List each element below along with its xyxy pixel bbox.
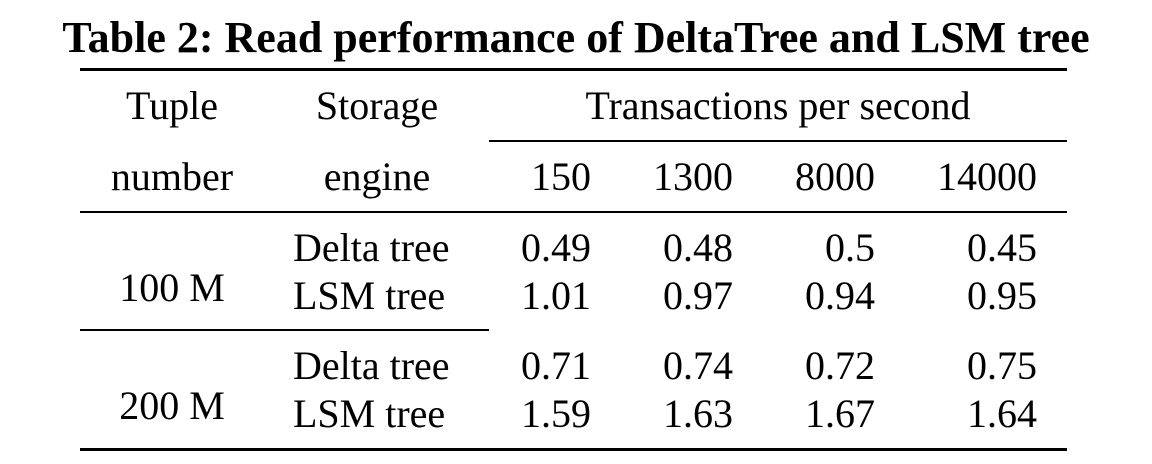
tuple-number-200m: 200 M — [119, 383, 225, 428]
value-cell: 0.71 — [521, 343, 591, 388]
engine-delta-tree: Delta tree — [293, 343, 450, 388]
value-cell: 0.97 — [663, 273, 733, 318]
bottom-rule — [80, 448, 1067, 451]
engine-lsm-tree: LSM tree — [293, 391, 446, 436]
value-cell: 1.63 — [663, 391, 733, 436]
header-tps-14000: 14000 — [937, 154, 1037, 199]
value-cell: 0.45 — [967, 225, 1037, 270]
value-cell: 1.67 — [805, 391, 875, 436]
value-cell: 1.64 — [967, 391, 1037, 436]
value-cell: 0.72 — [805, 343, 875, 388]
top-rule — [80, 68, 1067, 71]
header-tps-8000: 8000 — [795, 154, 875, 199]
engine-delta-tree: Delta tree — [293, 225, 450, 270]
group-header-rule — [489, 140, 1067, 142]
header-storage-line2: engine — [323, 154, 431, 199]
engine-lsm-tree: LSM tree — [293, 273, 446, 318]
tuple-number-100m: 100 M — [119, 265, 225, 310]
value-cell: 0.74 — [663, 343, 733, 388]
header-bottom-rule — [80, 211, 1067, 213]
value-cell: 0.49 — [521, 225, 591, 270]
value-cell: 1.01 — [521, 273, 591, 318]
value-cell: 1.59 — [521, 391, 591, 436]
header-tps-group: Transactions per second — [585, 83, 971, 128]
value-cell: 0.75 — [967, 343, 1037, 388]
value-cell: 0.5 — [825, 225, 875, 270]
header-storage-line1: Storage — [315, 83, 439, 128]
header-tuple-line2: number — [110, 154, 234, 199]
value-cell: 0.48 — [663, 225, 733, 270]
group-separator-rule — [80, 329, 489, 331]
header-tps-1300: 1300 — [653, 154, 733, 199]
header-tps-150: 150 — [531, 154, 591, 199]
value-cell: 0.95 — [967, 273, 1037, 318]
header-tuple-line1: Tuple — [126, 83, 218, 128]
value-cell: 0.94 — [805, 273, 875, 318]
table-caption: Table 2: Read performance of DeltaTree a… — [62, 13, 1090, 62]
